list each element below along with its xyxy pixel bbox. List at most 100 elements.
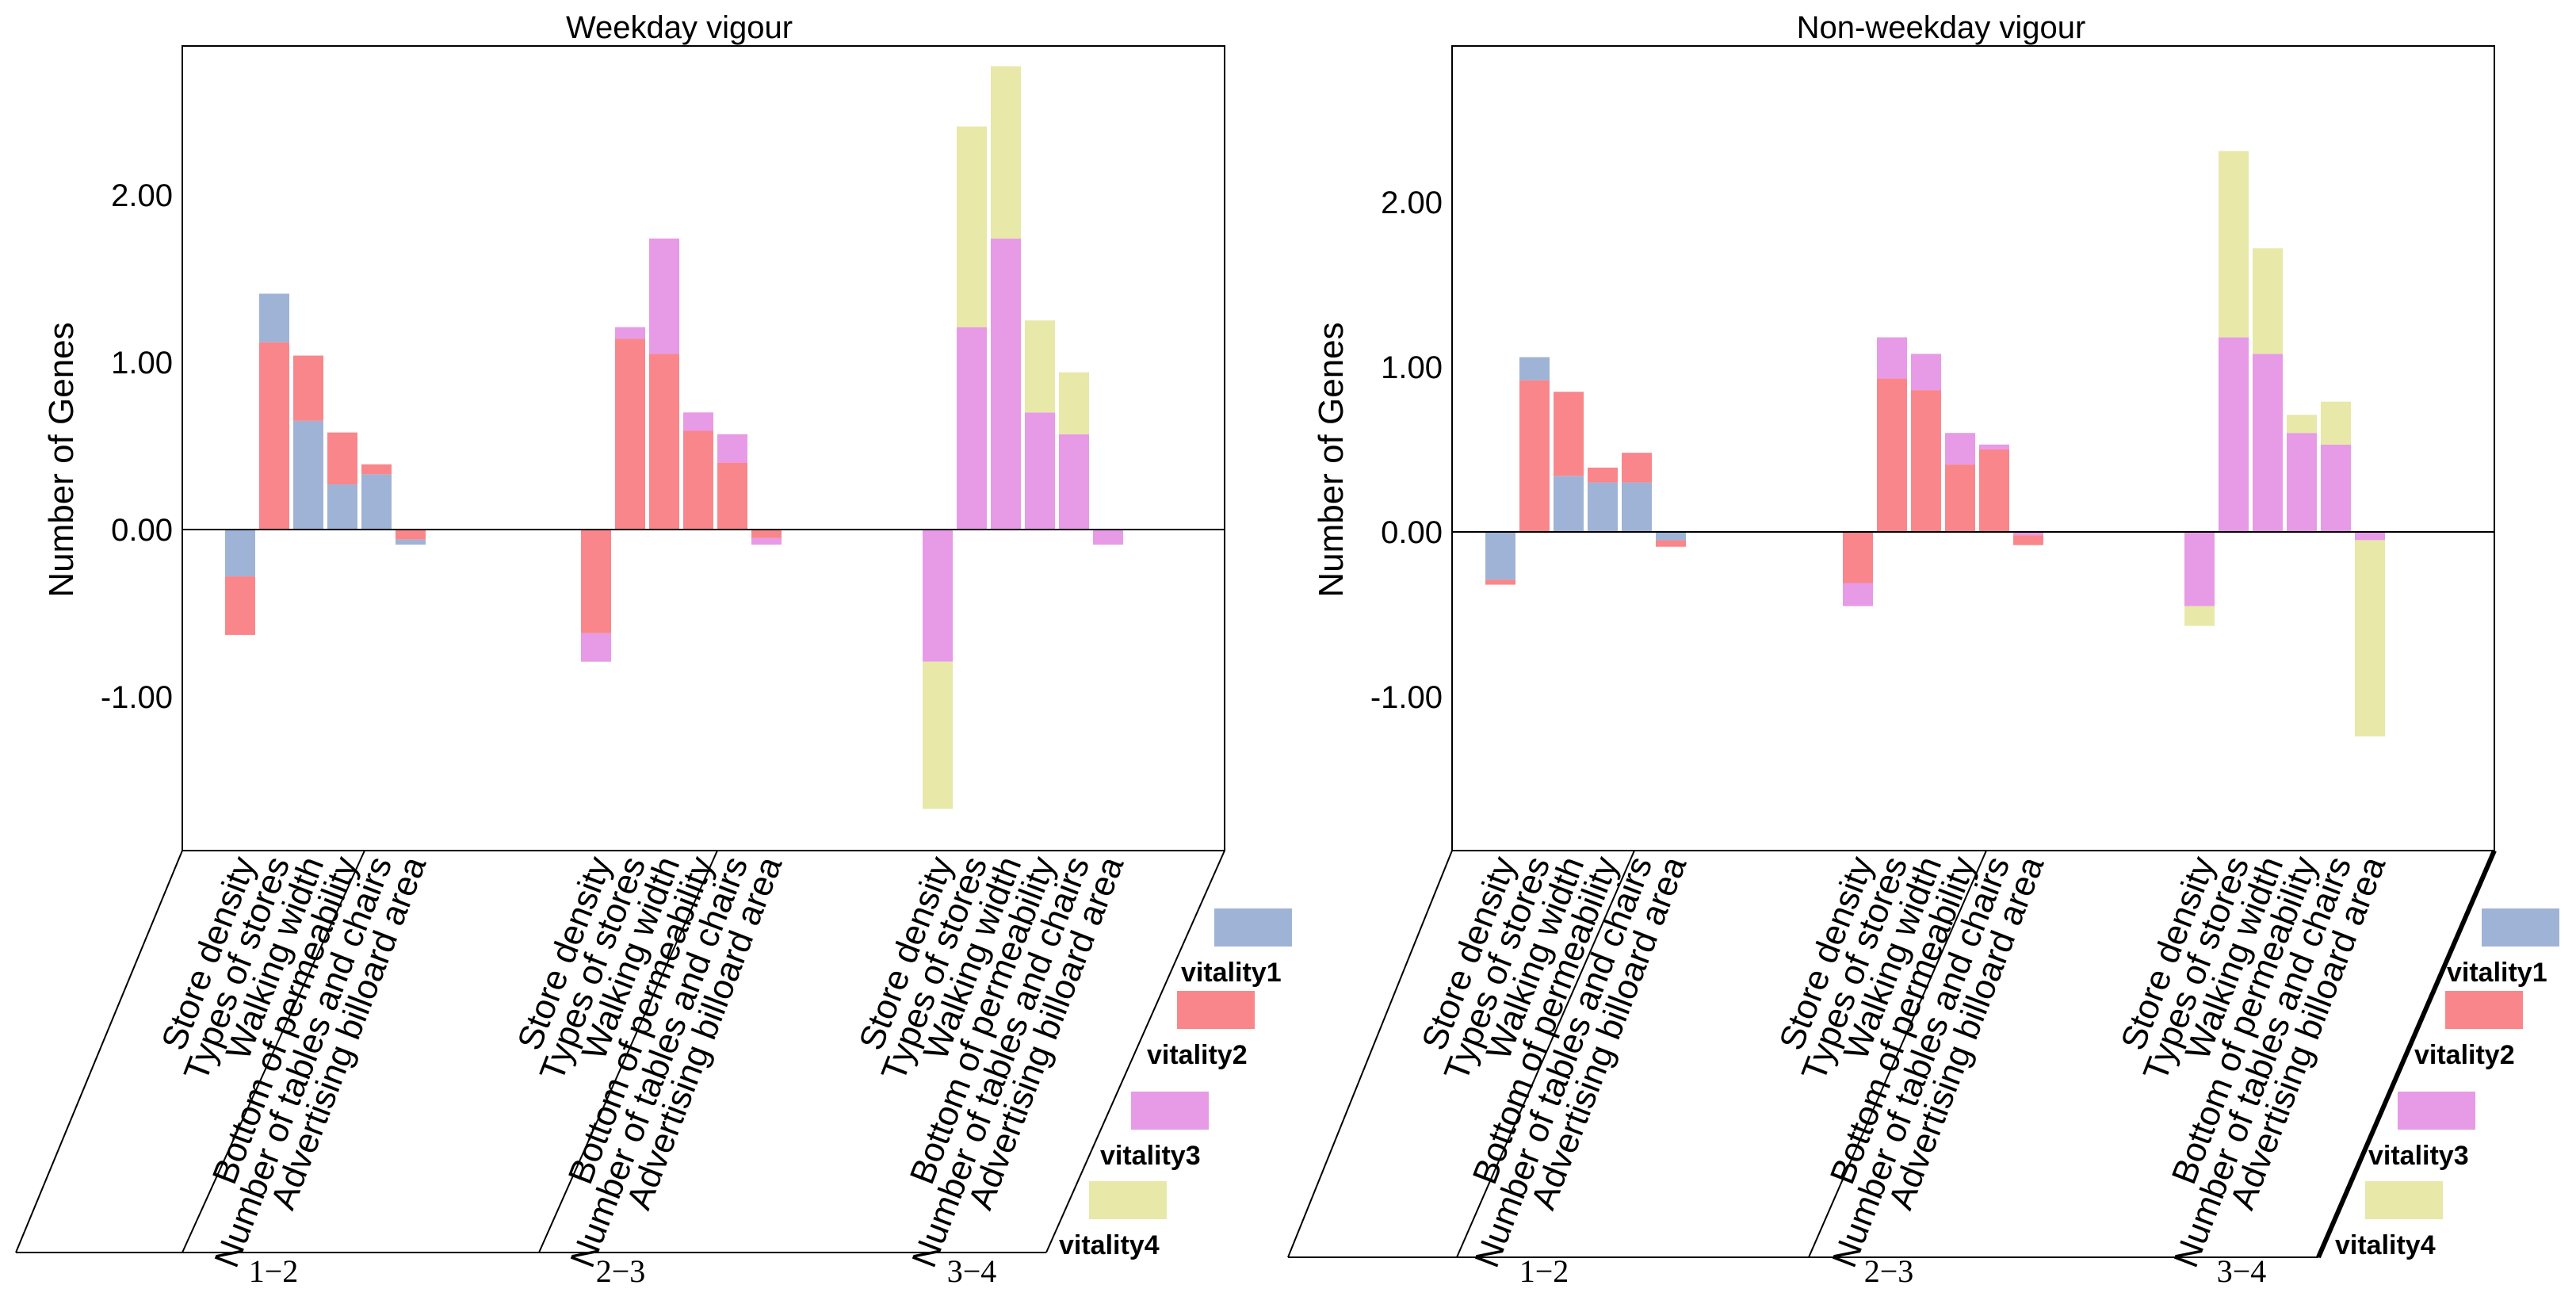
axis-frame-line [15,850,183,1253]
bar-segment-vitality2 [361,464,392,475]
bar-segment-vitality2 [1911,390,1941,532]
group-divider-line [1045,850,1225,1253]
group-label: 3−4 [2217,1253,2267,1289]
bar-segment-vitality3 [751,537,782,545]
group-divider-line [182,850,365,1253]
legend-label-vitality4: vitality4 [1059,1230,1160,1260]
chart-title: Weekday vigour [566,10,793,45]
bar-segment-vitality3 [2253,354,2283,532]
bar-segment-vitality2 [1843,532,1873,583]
legend-swatch-vitality1 [1214,908,1292,947]
plot-area-frame [1451,45,2495,851]
bar-segment-vitality4 [991,66,1021,239]
bar-segment-vitality4 [2321,401,2351,445]
bar-segment-vitality2 [1877,378,1907,532]
bar-segment-vitality3 [991,238,1021,530]
group-divider-line [1456,850,1635,1258]
bar-segment-vitality3 [2355,532,2385,541]
bar-segment-vitality2 [1588,467,1618,483]
bar-segment-vitality3 [717,434,747,463]
bar-segment-vitality3 [1025,412,1055,530]
legend-label-vitality4: vitality4 [2335,1230,2436,1260]
bar-segment-vitality2 [1485,579,1515,585]
bar-segment-vitality3 [649,238,679,354]
bar-segment-vitality4 [2355,540,2385,736]
y-axis-label: Number of Genes [42,322,81,597]
group-label: 1−2 [249,1253,299,1289]
bar-segment-vitality3 [1059,434,1089,530]
bar-segment-vitality2 [1622,453,1652,483]
bar-segment-vitality3 [1979,444,2009,449]
y-tick-label: 0.00 [1381,515,1443,550]
y-tick-label: 0.00 [111,513,173,548]
legend-label-vitality3: vitality3 [2368,1141,2469,1171]
bar-segment-vitality1 [1656,532,1686,541]
bar-segment-vitality2 [581,530,611,633]
bar-segment-vitality1 [225,530,255,577]
bar-segment-vitality2 [615,338,645,530]
bar-segment-vitality2 [2013,535,2043,545]
bar-segment-vitality3 [2184,532,2215,606]
bar-segment-vitality1 [1622,482,1652,532]
bar-segment-vitality3 [1093,530,1123,545]
legend-swatch-vitality2 [2445,991,2523,1029]
bar-segment-vitality2 [327,432,357,485]
bar-segment-vitality4 [2287,415,2317,434]
bar-segment-vitality1 [293,420,323,530]
plot-area-frame [182,45,1225,851]
bar-segment-vitality4 [923,661,953,809]
bar-segment-vitality2 [225,576,255,635]
bar-segment-vitality4 [957,126,987,327]
chart-title: Non-weekday vigour [1797,10,2086,45]
chart-panel-1: Weekday vigour Number of Genes 2.00 1.00 0.0… [15,10,1292,1289]
legend-label-vitality2: vitality2 [1147,1040,1248,1070]
legend-label-vitality3: vitality3 [1100,1141,1201,1171]
bar-segment-vitality2 [649,354,679,530]
bar-segment-vitality3 [1877,337,1907,379]
bar-segment-vitality2 [1979,449,2009,532]
bar-segment-vitality4 [2219,151,2249,338]
group-divider-line [538,850,718,1253]
bar-segment-vitality2 [1945,464,1975,532]
legend-swatch-vitality2 [1177,991,1255,1029]
bar-segment-vitality3 [2013,532,2043,536]
bar-segment-vitality2 [717,462,747,530]
bar-segment-vitality4 [1025,320,1055,413]
group-label: 2−3 [596,1253,646,1289]
bar-segment-vitality2 [683,430,713,530]
bar-segment-vitality3 [1843,583,1873,606]
group-divider-line [2316,849,2497,1259]
bar-segment-vitality4 [2184,606,2215,626]
bar-segment-vitality2 [396,530,426,540]
bar-segment-vitality3 [615,327,645,339]
bar-segment-vitality3 [957,327,987,530]
y-tick-label: 1.00 [111,346,173,381]
bar-segment-vitality2 [1554,392,1584,476]
bar-segment-vitality3 [2287,433,2317,532]
bar-segment-vitality1 [1554,476,1584,532]
legend-label-vitality1: vitality1 [2447,958,2547,988]
group-label: 2−3 [1864,1253,1914,1289]
legend-swatch-vitality4 [2365,1181,2443,1219]
bar-segment-vitality3 [923,530,953,662]
bar-segment-vitality3 [1945,433,1975,465]
y-axis-label: Number of Genes [1312,322,1351,597]
axis-frame-line [1287,850,1453,1258]
bar-segment-vitality3 [581,633,611,662]
legend-swatch-vitality3 [1131,1092,1209,1130]
bar-segment-vitality1 [396,539,426,545]
bar-segment-vitality3 [683,412,713,431]
bar-segment-vitality1 [259,293,289,342]
bar-segment-vitality4 [1059,372,1089,434]
group-divider-line [1808,850,1987,1258]
bar-segment-vitality2 [293,355,323,421]
bar-segment-vitality2 [751,530,782,538]
y-tick-label: 2.00 [111,178,173,213]
legend-label-vitality1: vitality1 [1181,958,1282,988]
bar-segment-vitality3 [2219,337,2249,532]
chart-panel-2: Non-weekday vigour Number of Genes 2.00 1.0… [1287,10,2559,1289]
y-tick-label: -1.00 [101,680,173,715]
y-tick-label: 1.00 [1381,350,1443,385]
y-tick-label: 2.00 [1381,185,1443,220]
